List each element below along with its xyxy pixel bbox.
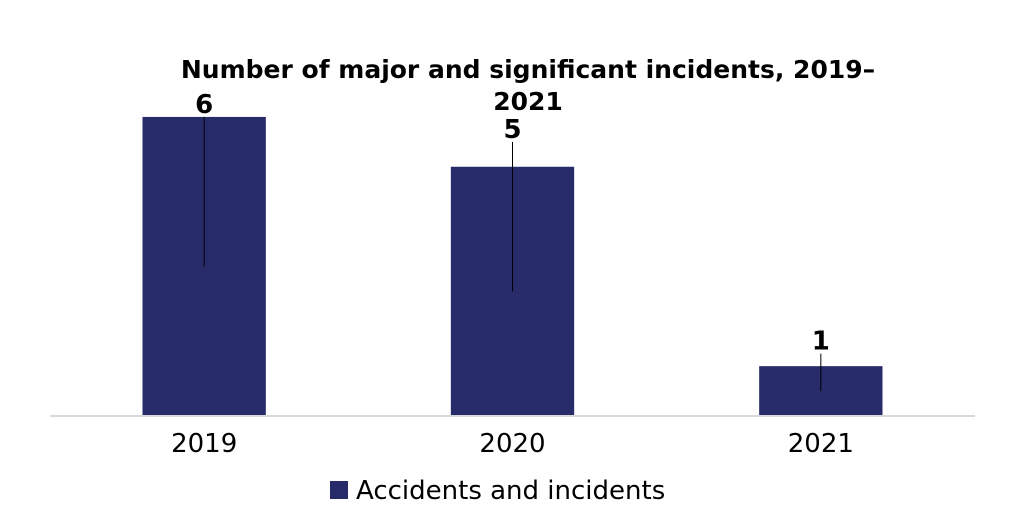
x-tick-label-2020: 2020	[479, 429, 545, 459]
legend-label: Accidents and incidents	[356, 476, 665, 506]
x-tick-label-2019: 2019	[171, 429, 237, 459]
legend: Accidents and incidents	[330, 476, 665, 506]
data-label-2020: 5	[503, 115, 521, 145]
data-label-2021: 1	[812, 327, 830, 357]
data-label-2019: 6	[195, 90, 213, 120]
error-bars-group	[203, 116, 822, 392]
legend-swatch	[330, 481, 348, 499]
x-tick-labels-group: 2019 2020 2021	[171, 429, 854, 459]
data-labels-group: 6 5 1	[195, 90, 830, 357]
chart-title-line-1: Number of major and significant incident…	[181, 55, 875, 84]
chart-title-line-2: 2021	[493, 87, 563, 116]
x-tick-label-2021: 2021	[788, 429, 854, 459]
